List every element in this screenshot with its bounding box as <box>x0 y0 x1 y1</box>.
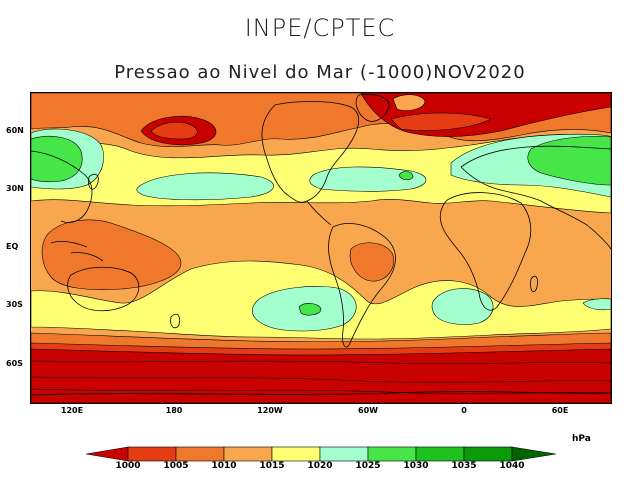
field-1000-1005-aleutian <box>150 121 198 140</box>
legend-swatch-1030-1035 <box>415 446 465 462</box>
legend-swatch-1020-1025 <box>319 446 369 462</box>
legend-label-1030: 1030 <box>403 461 429 471</box>
lon-tick-120e: 120E <box>60 406 84 415</box>
field-1020-1025-npac-high <box>136 172 274 201</box>
field-1020-1025-sind-high <box>582 298 611 311</box>
field-1020-1025-satl-high <box>431 288 494 325</box>
legend-label-1015: 1015 <box>259 461 285 471</box>
field-1025-1030-asia <box>31 136 83 183</box>
lon-tick-60w: 60W <box>358 406 378 415</box>
lat-tick-30n: 30N <box>6 184 24 193</box>
legend-unit: hPa <box>572 434 591 444</box>
legend-swatch-1025-1030 <box>367 446 417 462</box>
legend-swatch-1035-1040 <box>463 446 513 462</box>
lon-tick-120w: 120W <box>257 406 283 415</box>
field-1025-1030-eurasia <box>527 136 611 186</box>
legend-swatch-1015-1020 <box>271 446 321 462</box>
pressure-map <box>30 92 612 404</box>
legend-swatch-1000-1005 <box>127 446 177 462</box>
legend-label-1020: 1020 <box>307 461 333 471</box>
legend-swatch-1010-1015 <box>223 446 273 462</box>
map-subtitle: Pressao ao Nivel do Mar (-1000)NOV2020 <box>114 62 526 83</box>
lat-tick-eq: EQ <box>6 242 19 251</box>
field-1005-1010-sam <box>349 242 395 282</box>
field-1010-1015-arctic <box>392 94 426 111</box>
lon-tick-0: 0 <box>461 406 467 415</box>
field-lt1000-south <box>31 348 611 403</box>
field-1000-1005-iceland <box>390 112 492 131</box>
legend-label-1040: 1040 <box>499 461 525 471</box>
map-title: INPE/CPTEC <box>244 14 396 42</box>
legend-swatch-lt1000 <box>86 446 129 462</box>
lat-tick-30s: 30S <box>6 300 23 309</box>
lat-tick-60s: 60S <box>6 359 23 368</box>
legend-label-1025: 1025 <box>355 461 381 471</box>
field-1020-1025-atl-high <box>309 166 427 192</box>
lon-tick-60e: 60E <box>551 406 569 415</box>
coastlines <box>31 94 611 396</box>
field-1025-1030-atl-core <box>398 171 414 181</box>
legend-swatch-1005-1010 <box>175 446 225 462</box>
legend-label-1005: 1005 <box>163 461 189 471</box>
legend-label-1010: 1010 <box>211 461 237 471</box>
legend-colorbar <box>86 446 556 462</box>
map-svg <box>31 93 611 403</box>
legend-label-1035: 1035 <box>451 461 477 471</box>
lat-tick-60n: 60N <box>6 126 24 135</box>
legend-label-1000: 1000 <box>115 461 141 471</box>
legend-swatch-gt1040 <box>511 446 556 462</box>
field-1025-1030-sepac <box>298 303 322 316</box>
lon-tick-180: 180 <box>165 406 183 415</box>
